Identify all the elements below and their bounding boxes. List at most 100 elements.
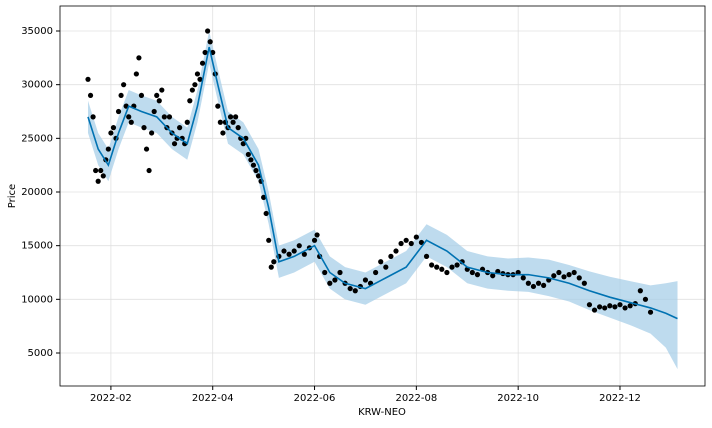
observed-point [194,71,201,77]
observed-point [627,303,633,309]
observed-point [454,262,460,268]
observed-point [434,264,440,270]
observed-point [622,305,628,311]
observed-point [110,125,117,131]
observed-point [184,119,190,125]
observed-point [118,92,124,99]
observed-point [95,178,101,184]
observed-point [136,55,142,61]
observed-point [115,108,122,115]
observed-point [571,269,577,276]
observed-point [576,275,582,281]
observed-point [535,280,542,286]
observed-point [217,119,223,125]
observed-point [133,71,139,77]
observed-point [93,167,99,174]
observed-point [250,162,257,168]
observed-point [322,269,328,276]
observed-point [271,259,277,265]
observed-point [121,82,127,88]
observed-point [105,146,111,152]
observed-point [314,232,320,238]
observed-point [161,114,167,120]
observed-point [126,114,132,120]
uncertainty-band [87,31,678,370]
observed-point [261,194,267,200]
y-tick-label: 30000 [21,80,53,91]
x-tick-label: 2022-06 [294,393,336,404]
observed-point [612,304,618,310]
observed-point [373,269,379,276]
observed-point [449,264,455,270]
observed-point [520,275,526,281]
observed-point [230,119,236,125]
y-axis-label: Price [7,184,18,208]
observed-point [561,274,567,280]
observed-point [383,264,389,270]
observed-point [233,114,239,120]
observed-point [143,146,150,152]
observed-point [240,141,246,147]
observed-point [311,237,318,243]
observed-point [637,288,643,294]
observed-point [87,92,94,99]
plot-frame [59,5,706,387]
observed-point [199,60,206,66]
observed-point [642,296,649,302]
x-tick-label: 2022-04 [192,393,234,404]
observed-point [398,240,404,247]
observed-point [149,130,155,136]
observed-point [220,130,226,136]
y-tick-label: 10000 [21,294,53,305]
observed-point [266,237,272,243]
observed-point [439,266,445,272]
observed-point [474,272,481,278]
observed-point [205,28,211,34]
forecast-line [87,46,678,320]
observed-point [469,269,475,276]
observed-point [597,304,603,310]
observed-point [227,114,234,120]
observed-point [296,243,302,249]
observed-point [171,141,178,147]
observed-point [602,305,608,311]
observed-point [202,49,208,56]
observed-point [128,119,134,125]
y-tick-label: 20000 [21,187,53,198]
observed-point [154,92,160,99]
observed-point [263,210,269,217]
observed-point [156,98,162,104]
observed-point [607,303,613,309]
observed-point [647,309,654,315]
observed-point [286,251,292,257]
observed-point [556,269,562,276]
observed-point [525,280,531,286]
observed-point [378,259,384,265]
observed-point [98,167,104,174]
observed-point [197,76,203,82]
observed-point [100,173,106,179]
observed-point [90,114,96,120]
y-tick-label: 5000 [28,348,53,359]
y-tick-label: 35000 [21,26,53,37]
observed-point [429,262,435,268]
observed-point [141,125,147,131]
observed-point [337,269,343,276]
x-tick-label: 2022-12 [599,393,641,404]
observed-point [388,253,394,259]
observed-point [591,307,598,313]
observed-point [551,273,557,279]
observed-point [530,283,537,290]
observed-point [235,125,241,131]
x-tick-label: 2022-08 [395,393,437,404]
observed-point [444,269,450,276]
observed-point [423,253,430,259]
observed-point [281,248,287,254]
observed-point [393,248,399,254]
observed-point [85,76,91,82]
observed-point [248,157,254,163]
y-tick-label: 25000 [21,133,53,144]
observed-point [159,87,165,93]
observed-point [332,277,338,283]
observed-point [347,285,353,292]
